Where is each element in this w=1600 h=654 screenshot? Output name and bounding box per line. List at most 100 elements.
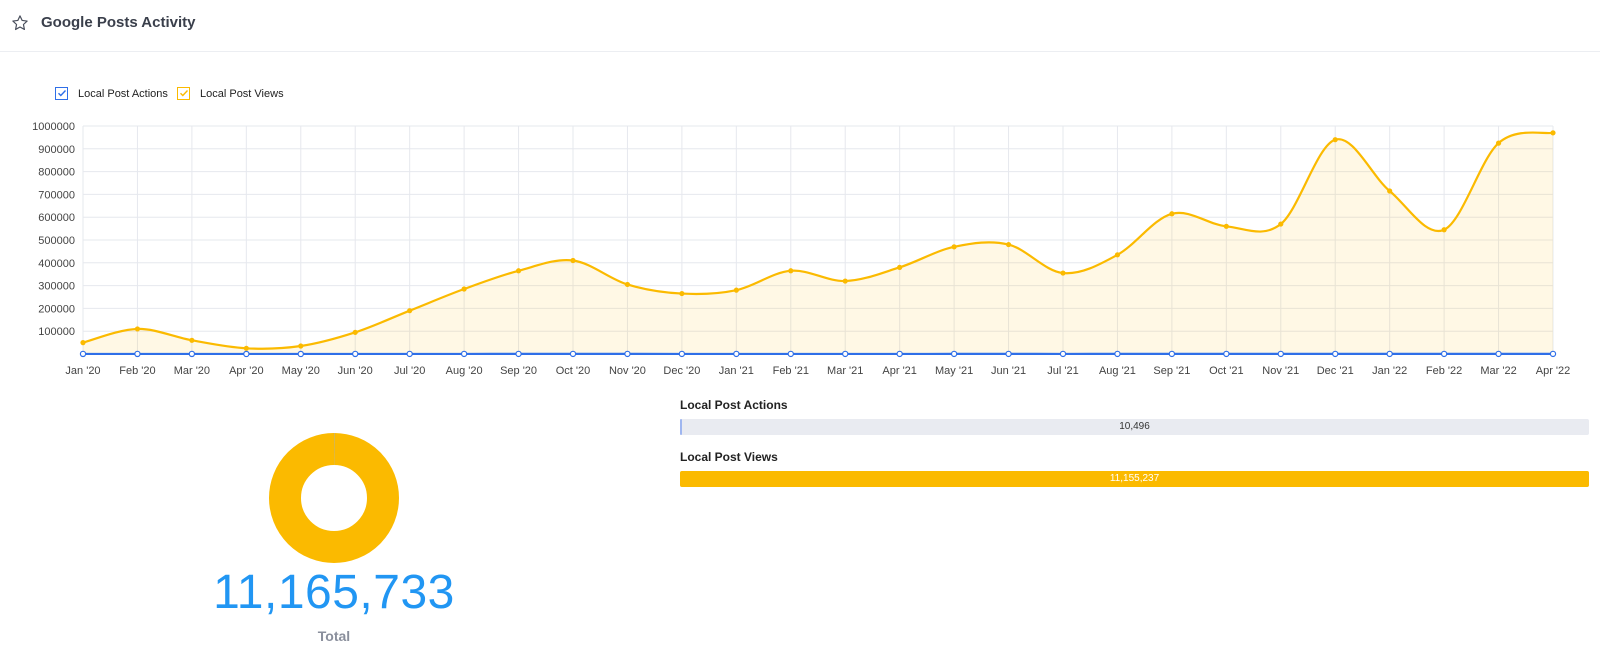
views-point <box>515 268 522 274</box>
actions-point <box>1114 350 1121 358</box>
actions-point <box>352 350 359 358</box>
views-point <box>1441 227 1447 233</box>
views-area <box>83 132 1553 354</box>
actions-point <box>624 350 631 358</box>
y-tick-label: 400000 <box>38 258 75 270</box>
actions-point <box>1549 350 1557 358</box>
x-tick-label: Dec '20 <box>663 365 700 377</box>
actions-point <box>406 350 413 358</box>
y-tick-label: 900000 <box>38 144 75 156</box>
bar-value: 11,155,237 <box>1109 473 1160 484</box>
y-tick-label: 500000 <box>38 235 75 247</box>
x-tick-label: Apr '20 <box>229 365 264 377</box>
star-icon[interactable] <box>11 14 29 32</box>
y-tick-label: 300000 <box>38 281 75 293</box>
views-point <box>407 308 413 314</box>
views-point <box>134 326 141 332</box>
x-tick-label: Jan '22 <box>1372 365 1407 377</box>
actions-point <box>79 350 87 358</box>
views-point <box>897 264 903 270</box>
views-point <box>1278 221 1284 227</box>
views-point <box>461 286 467 292</box>
actions-point <box>243 350 250 358</box>
y-tick-label: 700000 <box>38 189 75 201</box>
donut-segment[interactable] <box>269 433 399 563</box>
views-point <box>1495 140 1502 146</box>
x-tick-label: Aug '20 <box>446 365 483 377</box>
y-tick-label: 1000000 <box>32 121 75 133</box>
views-point <box>1169 211 1175 217</box>
x-tick-label: Jul '20 <box>394 365 425 377</box>
actions-point <box>515 350 522 358</box>
actions-point <box>1440 350 1448 358</box>
actions-point <box>1005 350 1012 358</box>
x-tick-label: Oct '21 <box>1209 365 1244 377</box>
views-point <box>352 329 358 335</box>
views-point <box>1005 241 1012 248</box>
actions-point <box>733 350 740 358</box>
y-tick-label: 100000 <box>38 326 75 338</box>
x-tick-label: May '20 <box>282 365 320 377</box>
legend-label: Local Post Views <box>200 88 284 100</box>
actions-point <box>1168 350 1176 358</box>
x-tick-label: Apr '22 <box>1536 365 1571 377</box>
x-tick-label: Mar '22 <box>1480 365 1516 377</box>
x-tick-label: Jan '21 <box>719 365 754 377</box>
x-tick-label: Feb '20 <box>119 365 155 377</box>
x-tick-label: Mar '21 <box>827 365 863 377</box>
actions-point <box>569 350 577 358</box>
actions-point <box>1495 350 1502 358</box>
bar-local-post-actions: 10,496 <box>680 419 1589 435</box>
checkbox-icon[interactable] <box>55 87 68 100</box>
views-point <box>842 278 848 284</box>
activity-line-chart: 100000 200000 300000 400000 500000 600000 7000… <box>32 121 1571 377</box>
actions-point <box>1332 350 1339 358</box>
actions-point <box>787 350 794 358</box>
bar-fill <box>680 419 682 435</box>
actions-point <box>1223 350 1230 358</box>
views-point <box>679 290 685 297</box>
x-tick-label: Sep '21 <box>1153 365 1190 377</box>
x-tick-label: Oct '20 <box>556 365 591 377</box>
x-tick-label: Jan '20 <box>65 365 100 377</box>
actions-point <box>297 350 304 358</box>
page-title: Google Posts Activity <box>41 14 196 31</box>
views-point <box>733 287 739 293</box>
views-point <box>1550 130 1556 136</box>
y-tick-label: 600000 <box>38 212 75 224</box>
bar-fill <box>680 471 1589 487</box>
actions-point <box>950 350 958 358</box>
actions-point <box>188 350 196 358</box>
actions-point <box>678 350 686 358</box>
actions-point <box>896 350 903 358</box>
x-tick-label: May '21 <box>935 365 973 377</box>
views-point <box>1387 188 1393 194</box>
legend-label: Local Post Actions <box>78 88 168 100</box>
x-tick-label: Sep '20 <box>500 365 537 377</box>
x-tick-label: Feb '22 <box>1426 365 1462 377</box>
views-point <box>1223 223 1229 229</box>
x-tick-label: Nov '21 <box>1262 365 1299 377</box>
x-tick-label: Jul '21 <box>1047 365 1078 377</box>
views-point <box>570 257 576 264</box>
checkbox-icon[interactable] <box>177 87 190 100</box>
actions-point <box>1277 350 1284 358</box>
y-tick-label: 200000 <box>38 303 75 315</box>
x-tick-label: Dec '21 <box>1317 365 1354 377</box>
x-tick-label: Aug '21 <box>1099 365 1136 377</box>
actions-point <box>134 350 141 358</box>
actions-point <box>460 350 468 358</box>
bar-value: 10,496 <box>1119 421 1150 432</box>
x-tick-label: Mar '20 <box>174 365 210 377</box>
x-tick-label: Apr '21 <box>882 365 917 377</box>
x-tick-label: Jun '21 <box>991 365 1026 377</box>
views-point <box>624 281 631 288</box>
views-point <box>1114 252 1121 258</box>
actions-point <box>1059 350 1067 358</box>
views-point <box>80 340 86 346</box>
views-point <box>1332 137 1338 143</box>
bar-local-post-views: 11,155,237 <box>680 471 1589 487</box>
y-tick-label: 800000 <box>38 167 75 179</box>
views-point <box>243 345 249 351</box>
actions-point <box>842 350 849 358</box>
